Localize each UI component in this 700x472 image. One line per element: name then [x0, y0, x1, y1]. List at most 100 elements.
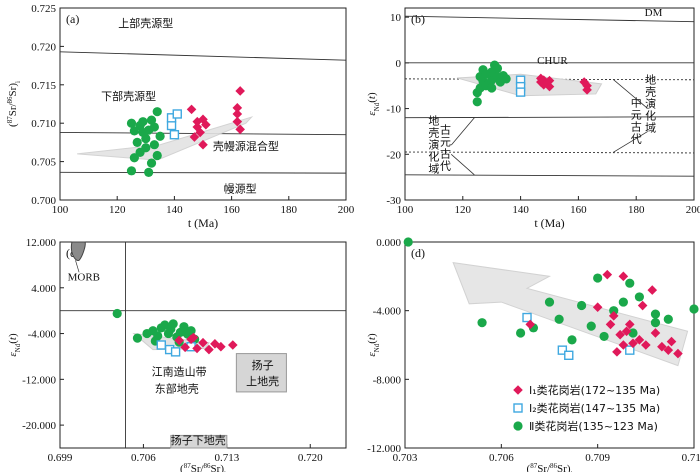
- data-point-b-diamond: [544, 75, 555, 86]
- annotation-jiangnan-a: 江南造山带: [152, 364, 207, 378]
- data-point-c-diamond: [204, 344, 214, 355]
- data-point-a-circle: [155, 131, 165, 141]
- x-tick-label: 0.713: [214, 452, 239, 464]
- legend-label-circle: Ⅱ类花岗岩(135~123 Ma): [529, 419, 658, 433]
- y-tick-label: 0.700: [31, 195, 56, 207]
- annotation-mantle: 幔源型: [224, 181, 257, 195]
- data-point-c-circle: [168, 319, 178, 329]
- plot-frame: [59, 7, 347, 201]
- annotation-meso-crust-a-char: 化: [645, 108, 656, 122]
- data-point-d-diamond: [650, 328, 661, 338]
- annotation-upper-crust: 上部壳源型: [118, 16, 173, 30]
- x-axis-title: t (Ma): [534, 216, 564, 230]
- data-point-c-square: [170, 347, 181, 357]
- annotation-paleo-crust-a-char: 壳: [428, 126, 439, 140]
- data-point-b-square: [515, 87, 526, 97]
- data-point-a-diamond: [235, 86, 245, 96]
- annotation-yangtze-lower: 扬子下地壳: [171, 433, 226, 447]
- x-tick-label: 0.699: [48, 452, 73, 464]
- data-point-a-diamond: [186, 104, 197, 115]
- data-point-a-circle: [146, 158, 157, 168]
- data-point-c-diamond: [188, 332, 199, 343]
- y-tick-label: -8.000: [373, 374, 402, 386]
- annotation-paleo-crust-b-char: 古: [440, 124, 451, 137]
- annotation-paleo-crust-b-char: 古: [440, 148, 451, 161]
- annotation-arrow: [612, 79, 649, 109]
- data-point-d-circle: [554, 314, 564, 324]
- x-tick-label: 0.709: [585, 452, 610, 464]
- x-tick-label: 0.720: [298, 452, 323, 464]
- annotation-meso-crust-b-char: 中: [631, 96, 642, 109]
- data-point-d-diamond: [634, 335, 645, 345]
- data-point-c-square: [156, 340, 166, 350]
- evolution-line-lower-dashed: [404, 151, 695, 154]
- x-tick-label: 200: [686, 204, 700, 216]
- data-point-b-diamond: [541, 78, 552, 88]
- data-point-a-diamond: [235, 124, 245, 135]
- yangtze-upper-box: [235, 353, 287, 393]
- y-tick-label: 0.715: [31, 80, 56, 92]
- data-point-a-diamond: [232, 109, 243, 119]
- x-tick-label: 0.703: [393, 452, 418, 464]
- data-point-d-diamond: [663, 345, 674, 355]
- data-point-d-circle: [586, 321, 596, 331]
- x-tick-label: 160: [570, 204, 587, 216]
- data-point-d-circle: [650, 309, 661, 319]
- evolution-line-DM: [404, 15, 695, 23]
- data-point-c-diamond: [227, 340, 238, 350]
- data-point-a-diamond: [232, 116, 243, 127]
- y-tick-label: -4.000: [28, 329, 57, 341]
- annotation-arrow: [450, 117, 475, 146]
- data-point-c-diamond: [198, 337, 208, 348]
- x-tick-label: 0.712: [682, 452, 700, 464]
- trend-arrow: [452, 261, 689, 367]
- data-point-d-diamond: [602, 269, 613, 280]
- data-point-a-circle: [152, 107, 162, 117]
- data-point-d-diamond: [605, 319, 616, 330]
- data-point-c-diamond: [180, 342, 190, 353]
- y-tick-label: 12.000: [26, 237, 57, 249]
- annotation-arrow: [450, 153, 475, 176]
- legend-label-diamond: Ⅰ₁类花岗岩(172~135 Ma): [529, 383, 660, 397]
- x-tick-label: 0.706: [131, 452, 156, 464]
- data-point-d-diamond: [621, 326, 632, 337]
- data-point-a-circle: [138, 117, 148, 127]
- legend-marker-diamond: [513, 385, 523, 395]
- data-point-d-diamond: [628, 338, 638, 349]
- y-tick-label: 10: [390, 12, 402, 24]
- data-point-d-square: [522, 312, 532, 323]
- annotation-paleo-crust-b-char: 元: [440, 136, 451, 149]
- annotation-chur: CHUR: [537, 55, 568, 67]
- annotation-meso-crust-b-char: 古: [631, 120, 642, 133]
- data-point-c-circle: [132, 333, 143, 343]
- data-point-d-diamond: [624, 319, 635, 330]
- y-tick-label: -12.000: [367, 443, 401, 455]
- y-tick-label: 0: [396, 58, 402, 70]
- data-point-c-diamond: [192, 343, 202, 354]
- data-point-a-diamond: [189, 132, 200, 142]
- data-point-d-circle: [599, 331, 609, 342]
- evolution-line-mid-solid: [404, 116, 695, 119]
- annotation-paleo-crust-a-char: 演: [428, 138, 439, 152]
- y-tick-label: 0.705: [31, 157, 56, 169]
- data-point-a-diamond: [195, 127, 205, 138]
- data-point-b-circle: [472, 97, 482, 107]
- data-point-d-diamond: [641, 340, 651, 350]
- x-tick-label: 100: [52, 204, 69, 216]
- annotation-meso-crust-a-char: 域: [645, 121, 656, 134]
- data-point-a-circle: [126, 166, 137, 176]
- y-tick-label: -20: [386, 149, 401, 161]
- x-tick-label: 180: [281, 204, 298, 216]
- data-point-d-circle: [609, 306, 619, 316]
- evolution-line-bottom-solid: [404, 174, 695, 177]
- data-point-a-circle: [149, 140, 159, 150]
- data-point-a-circle: [132, 137, 142, 147]
- data-point-d-diamond: [612, 347, 622, 357]
- data-point-d-circle: [403, 237, 413, 247]
- panel-label: (d): [411, 246, 425, 260]
- annotation-yangtze-upper-b: 上地壳: [246, 374, 279, 388]
- data-point-a-diamond: [198, 139, 208, 150]
- annotation-paleo-crust-a-char: 地: [428, 115, 439, 128]
- boundary-line: [59, 171, 347, 174]
